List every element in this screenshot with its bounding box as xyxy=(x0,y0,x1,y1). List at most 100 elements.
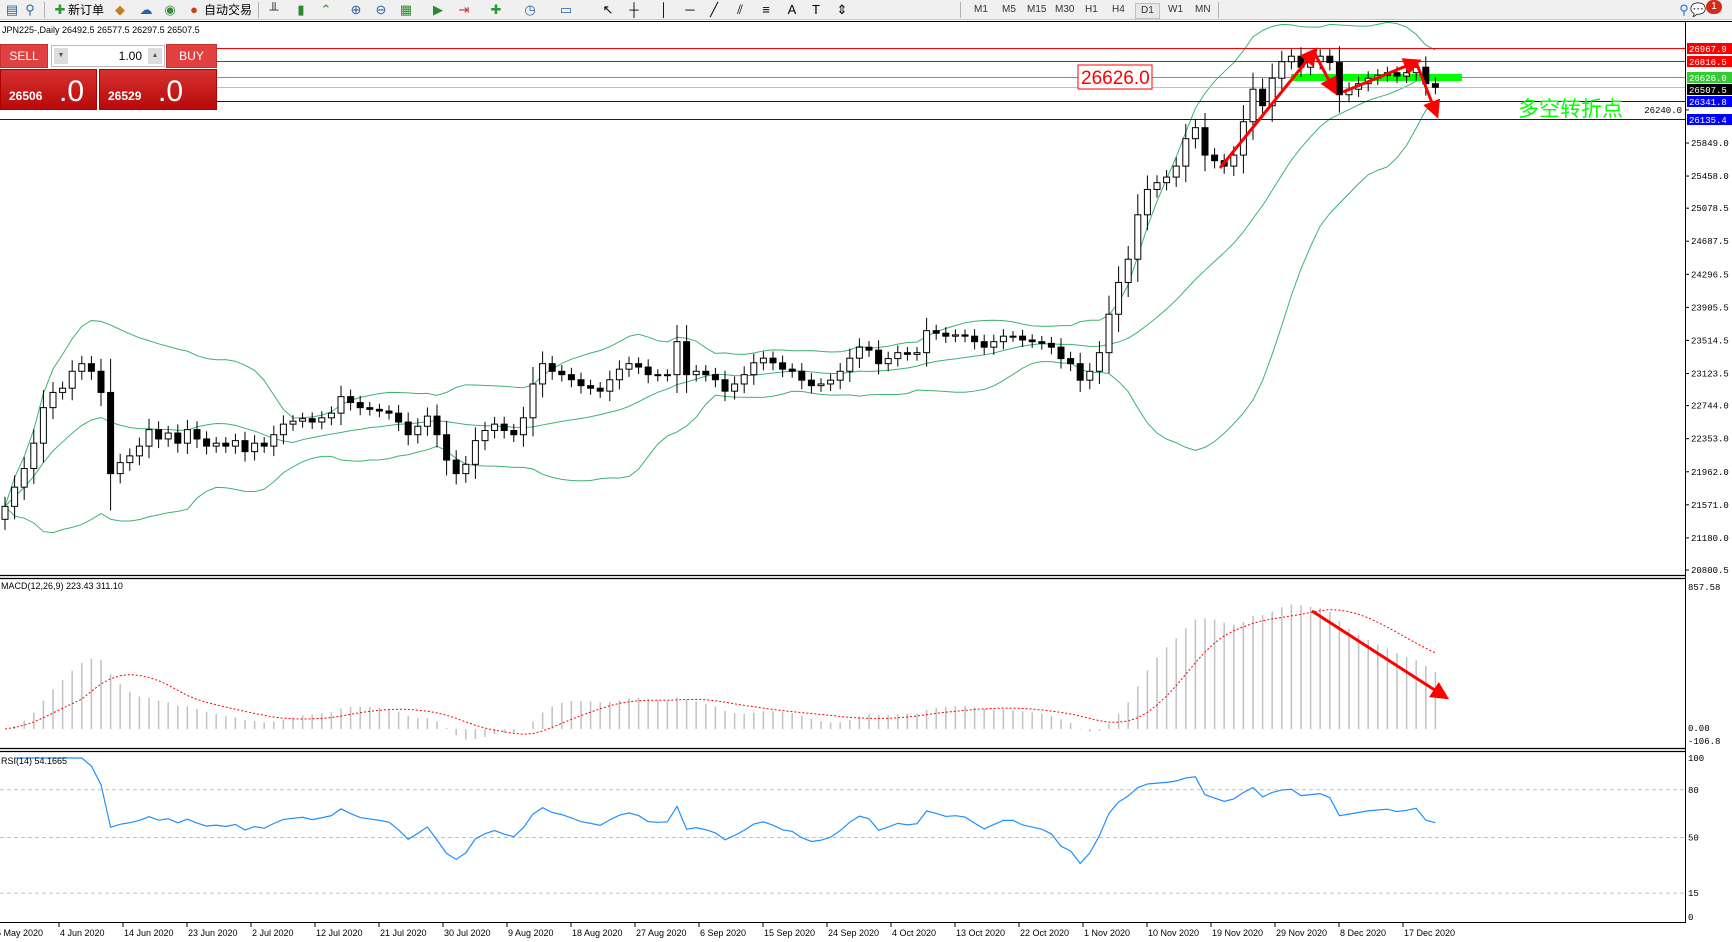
candle-bearish xyxy=(500,423,508,431)
new-order-icon[interactable]: ✚ xyxy=(54,2,66,17)
timeframe-m15[interactable]: M15 xyxy=(1027,4,1047,15)
timeframe-m5[interactable]: M5 xyxy=(1002,4,1016,15)
macd-signal-line xyxy=(4,609,1436,735)
chart-shift-icon[interactable]: ⇥ xyxy=(458,2,470,17)
zoom-in-icon[interactable]: ⊕ xyxy=(350,2,362,17)
candle-bearish xyxy=(961,334,969,337)
candle-bullish xyxy=(30,442,38,470)
zoom-magnifier-icon[interactable]: ⚲ xyxy=(25,2,35,17)
market-watch-icon[interactable]: ◆ xyxy=(115,2,125,17)
vertical-line-icon[interactable]: │ xyxy=(659,2,669,17)
candle-bullish xyxy=(923,330,931,354)
candle-bullish xyxy=(894,352,902,360)
lot-size-stepper[interactable]: ▼ 1.00 ▲ xyxy=(51,45,165,67)
candle-bearish xyxy=(1019,335,1027,341)
sell-button[interactable]: SELL xyxy=(0,44,48,68)
sell-price-main: 26506 xyxy=(9,89,43,103)
candle-bearish xyxy=(87,363,95,372)
navigator-icon[interactable]: ☁ xyxy=(139,2,153,17)
buy-price-button[interactable]: 26529 .0 xyxy=(99,69,217,110)
signal-icon[interactable]: ◉ xyxy=(164,2,176,17)
candle-bearish xyxy=(1076,363,1084,381)
trendline-icon[interactable]: ╱ xyxy=(710,2,718,17)
candle-bearish xyxy=(174,432,182,444)
sell-price-button[interactable]: 26506 .0 xyxy=(0,69,97,110)
timeframe-h1[interactable]: H1 xyxy=(1085,4,1098,15)
rsi-scale-label: 50 xyxy=(1688,834,1699,844)
chart-list-icon[interactable]: ▤ xyxy=(5,2,19,17)
candle-bearish xyxy=(510,429,518,436)
horizontal-line-icon[interactable]: ─ xyxy=(685,2,695,17)
candle-bearish xyxy=(721,379,729,392)
candle-bullish xyxy=(164,432,172,440)
macd-scale-label: 857.58 xyxy=(1688,583,1720,593)
text-label-icon[interactable]: T xyxy=(812,2,820,17)
candle-bullish xyxy=(471,440,479,465)
equidistant-channel-icon[interactable]: ⫽ xyxy=(737,2,743,17)
decrease-lot-button[interactable]: ▼ xyxy=(54,48,68,64)
templates-icon[interactable]: ▭ xyxy=(559,2,573,17)
candle-bearish xyxy=(683,341,691,376)
candle-bullish xyxy=(183,429,191,444)
search-icon[interactable]: ⚲ xyxy=(1679,2,1689,17)
zoom-out-icon[interactable]: ⊖ xyxy=(375,2,387,17)
date-label: 15 Sep 2020 xyxy=(764,928,815,938)
new-order-button[interactable]: 新订单 xyxy=(68,3,105,17)
toolbar: ▤ ⚲ ✚ 新订单 ◆ ☁ ◉ ● 自动交易 ╨ ▮ ⌃ ⊕ ⊖ ▦ ▶ ⇥ ✚… xyxy=(0,0,1732,20)
text-icon[interactable]: A xyxy=(787,2,797,17)
cursor-icon[interactable]: ↖ xyxy=(602,2,614,17)
bar-chart-icon[interactable]: ╨ xyxy=(269,2,279,17)
candle-bullish xyxy=(1249,88,1257,123)
candle-bearish xyxy=(97,370,105,393)
candle-bullish xyxy=(990,341,998,348)
candle-bearish xyxy=(711,374,719,381)
line-chart-icon[interactable]: ⌃ xyxy=(320,2,332,17)
bollinger-upper xyxy=(4,21,1436,507)
arrows-icon[interactable]: ⇕ xyxy=(836,2,848,17)
candle-bearish xyxy=(443,434,451,461)
indicators-icon[interactable]: ✚ xyxy=(490,2,502,17)
candle-bullish xyxy=(951,334,959,337)
candle-bullish xyxy=(1182,138,1190,167)
price-tick-label: 21962.0 xyxy=(1691,468,1729,478)
crosshair-icon[interactable]: ┼ xyxy=(629,2,639,17)
candle-bearish xyxy=(577,379,585,387)
candle-bullish xyxy=(1278,61,1286,79)
auto-trading-icon[interactable]: ● xyxy=(190,2,198,17)
timeframe-mn[interactable]: MN xyxy=(1195,4,1211,15)
chat-icon[interactable]: 💬 xyxy=(1690,2,1707,17)
price-tick-label: 21180.0 xyxy=(1691,534,1729,544)
timeframe-h4[interactable]: H4 xyxy=(1112,4,1125,15)
fibonacci-icon[interactable]: ≡ xyxy=(762,2,770,17)
notification-badge[interactable]: 1 xyxy=(1706,0,1722,14)
timeframe-m30[interactable]: M30 xyxy=(1055,4,1075,15)
candle-bearish xyxy=(635,363,643,368)
tile-windows-icon[interactable]: ▦ xyxy=(399,2,413,17)
auto-scroll-icon[interactable]: ▶ xyxy=(433,2,443,17)
candle-bearish xyxy=(385,410,393,414)
timeframe-m1[interactable]: M1 xyxy=(974,4,988,15)
candle-bearish xyxy=(558,370,566,376)
increase-lot-button[interactable]: ▲ xyxy=(148,48,162,64)
candle-bullish xyxy=(414,425,422,436)
candle-bullish xyxy=(1124,258,1132,283)
date-label: 12 Jul 2020 xyxy=(316,928,363,938)
auto-trading-button[interactable]: 自动交易 xyxy=(204,3,253,17)
lot-size-value[interactable]: 1.00 xyxy=(118,49,142,63)
periods-clock-icon[interactable]: ◷ xyxy=(524,2,536,17)
macd-scale-label: -106.8 xyxy=(1688,737,1720,747)
timeframe-w1[interactable]: W1 xyxy=(1168,4,1183,15)
buy-button[interactable]: BUY xyxy=(166,44,217,68)
price-tick-label: 25078.5 xyxy=(1691,204,1729,214)
candle-bearish xyxy=(932,330,940,334)
candle-bearish xyxy=(654,374,662,377)
bollinger-lower xyxy=(4,101,1436,534)
price-level-tag xyxy=(1687,72,1732,83)
timeframe-d1[interactable]: D1 xyxy=(1135,3,1160,19)
candlestick-icon[interactable]: ▮ xyxy=(297,2,305,17)
date-label: 23 Jun 2020 xyxy=(188,928,238,938)
candle-bullish xyxy=(1230,154,1238,167)
candle-bullish xyxy=(1086,370,1094,381)
candle-bullish xyxy=(1153,182,1161,190)
